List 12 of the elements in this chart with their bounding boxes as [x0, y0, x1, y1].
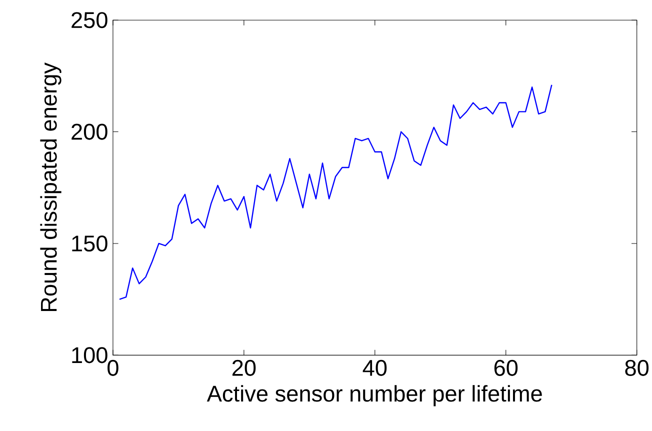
y-axis-title: Round dissipated energy — [40, 62, 62, 312]
x-axis-title: Active sensor number per lifetime — [206, 385, 542, 406]
x-tick-label: 40 — [362, 360, 387, 376]
y-tick-label: 100 — [72, 347, 108, 364]
y-tick-label: 150 — [72, 235, 108, 252]
y-tick-label: 250 — [72, 12, 108, 28]
x-tick-label: 20 — [232, 360, 256, 376]
x-tick-label: 0 — [108, 360, 118, 376]
line-series — [118, 84, 552, 300]
x-tick-label: 80 — [625, 360, 649, 376]
x-tick-label: 60 — [494, 360, 518, 376]
y-tick-label: 200 — [72, 124, 108, 140]
